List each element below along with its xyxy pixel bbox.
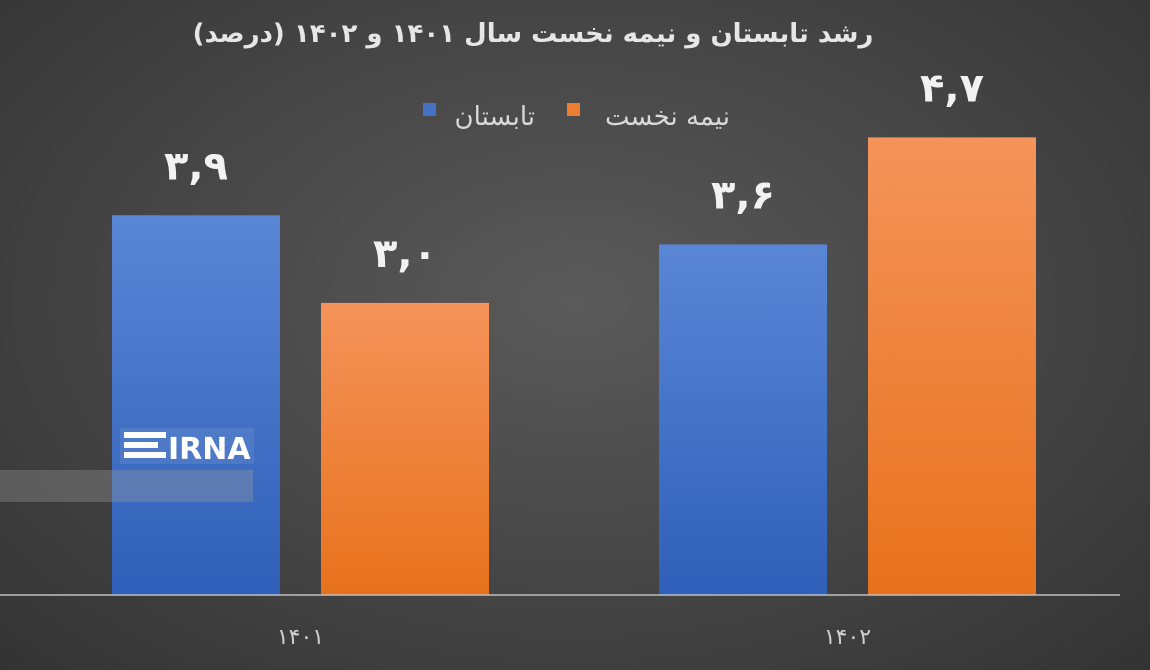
chart-title: رشد تابستان و نیمه نخست سال ۱۴۰۱ و ۱۴۰۲ … xyxy=(193,19,874,49)
data-label: ۳,۰ xyxy=(373,231,437,277)
bar-summer-1 xyxy=(112,215,280,595)
category-label: ۱۴۰۱ xyxy=(277,625,324,650)
category-labels: ۱۴۰۱ ۱۴۰۲ xyxy=(277,625,871,650)
bar-first-half-1 xyxy=(321,302,489,595)
legend-label-first-half: نیمه نخست xyxy=(605,102,730,132)
irna-logo-icon xyxy=(124,432,166,458)
bar-summer-2 xyxy=(659,244,827,595)
bars xyxy=(112,137,1036,596)
data-labels: ۳,۹ ۳,۰ ۳,۶ ۴,۷ xyxy=(164,65,984,277)
category-label: ۱۴۰۲ xyxy=(824,625,871,650)
data-label: ۳,۶ xyxy=(711,172,775,218)
data-label: ۴,۷ xyxy=(920,65,984,111)
legend-swatch-summer xyxy=(423,103,436,116)
watermark-text: IRNA xyxy=(168,432,251,467)
bar-first-half-2 xyxy=(868,137,1036,596)
legend: تابستان نیمه نخست xyxy=(423,102,730,132)
data-label: ۳,۹ xyxy=(164,143,228,189)
legend-label-summer: تابستان xyxy=(455,102,535,132)
legend-swatch-first-half xyxy=(567,103,580,116)
irna-watermark: IRNA xyxy=(0,428,254,502)
